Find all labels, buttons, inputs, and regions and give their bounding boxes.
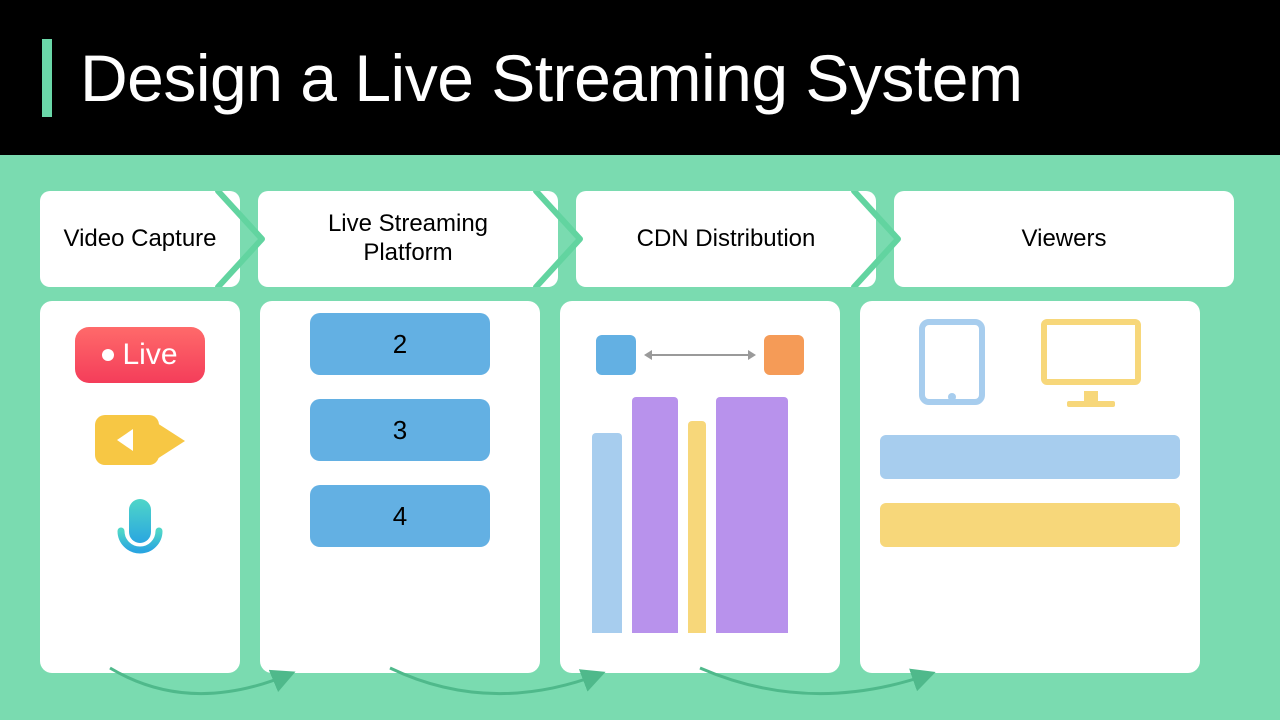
- cdn-bar: [716, 397, 788, 633]
- monitor-icon: [1041, 319, 1141, 403]
- cdn-source-icon: [596, 335, 636, 375]
- viewer-bar: [880, 435, 1180, 479]
- step-header-viewers: Viewers: [894, 191, 1234, 287]
- viewers-icons: [880, 319, 1180, 411]
- panels-row: Live: [40, 301, 1240, 673]
- header: Design a Live Streaming System: [0, 0, 1280, 155]
- step-header-capture: Video Capture: [40, 191, 240, 287]
- step-headers: Video Capture Live Streaming Platform CD…: [40, 191, 1240, 287]
- step-header-cdn: CDN Distribution: [576, 191, 876, 287]
- platform-box: 4: [310, 485, 490, 547]
- panel-platform: 2 3 4: [260, 301, 540, 673]
- cdn-bar: [688, 421, 706, 633]
- platform-box-label: 2: [393, 329, 407, 360]
- cdn-edge-icon: [764, 335, 804, 375]
- header-accent: [42, 39, 52, 117]
- platform-box: 3: [310, 399, 490, 461]
- two-way-arrow-icon: [646, 354, 754, 356]
- platform-box-label: 4: [393, 501, 407, 532]
- diagram-area: Video Capture Live Streaming Platform CD…: [0, 155, 1280, 720]
- step-label: Video Capture: [64, 225, 217, 254]
- panel-viewers: [860, 301, 1200, 673]
- cdn-bar: [632, 397, 678, 633]
- cdn-bars: [580, 393, 820, 633]
- platform-box: 2: [310, 313, 490, 375]
- tablet-icon: [919, 319, 985, 405]
- live-badge-text: Live: [122, 338, 177, 372]
- microphone-icon: [113, 497, 167, 587]
- cdn-bar: [592, 433, 622, 633]
- step-label: Viewers: [1022, 225, 1107, 254]
- live-dot-icon: [102, 349, 114, 361]
- page-title: Design a Live Streaming System: [80, 40, 1022, 116]
- live-badge: Live: [75, 327, 205, 383]
- step-label: Live Streaming Platform: [328, 210, 488, 268]
- panel-capture: Live: [40, 301, 240, 673]
- step-label: CDN Distribution: [637, 225, 816, 254]
- camera-icon: [95, 409, 185, 471]
- platform-box-label: 3: [393, 415, 407, 446]
- step-header-platform: Live Streaming Platform: [258, 191, 558, 287]
- cdn-top-row: [580, 323, 820, 383]
- panel-cdn: [560, 301, 840, 673]
- viewer-bar: [880, 503, 1180, 547]
